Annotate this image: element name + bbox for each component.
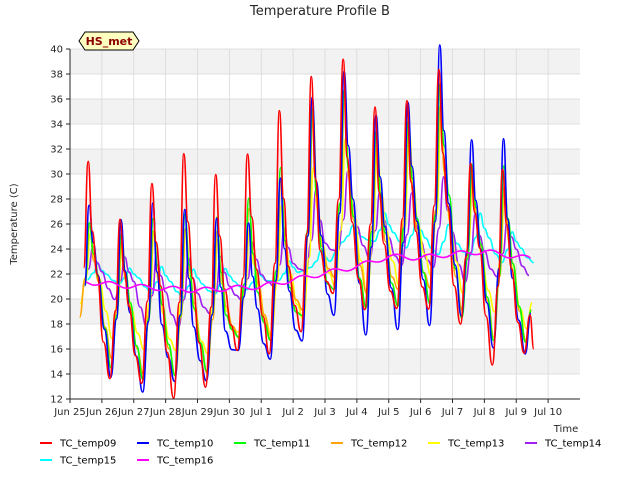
- legend-label: TC_temp12: [350, 439, 407, 450]
- x-tick-label: Jun 27: [117, 407, 150, 418]
- y-axis-label: Temperature (C): [9, 183, 20, 265]
- legend-item-tc_temp13: TC_temp13: [428, 439, 504, 450]
- y-tick-label: 14: [50, 370, 63, 381]
- legend-item-tc_temp16: TC_temp16: [137, 456, 213, 467]
- legend-label: TC_temp10: [156, 439, 213, 450]
- legend-label: TC_temp11: [253, 439, 310, 450]
- y-tick-label: 32: [50, 145, 63, 156]
- legend-label: TC_temp15: [59, 456, 116, 467]
- legend-item-tc_temp10: TC_temp10: [137, 439, 213, 450]
- legend-item-tc_temp14: TC_temp14: [525, 439, 601, 450]
- y-tick-label: 22: [50, 270, 63, 281]
- series-line-tc_temp09: [82, 58, 535, 399]
- series-layer: [78, 44, 535, 399]
- legend-label: TC_temp16: [156, 456, 213, 467]
- x-tick-label: Jul 5: [377, 407, 400, 418]
- y-tick-label: 16: [50, 345, 63, 356]
- x-tick-label: Jul 7: [441, 407, 464, 418]
- site-badge-label: HS_met: [86, 35, 133, 48]
- y-tick-label: 30: [50, 170, 63, 181]
- x-tick-label: Jul 8: [473, 407, 496, 418]
- y-tick-label: 40: [50, 45, 63, 56]
- x-tick-label: Jul 2: [281, 407, 304, 418]
- y-tick-label: 12: [50, 395, 63, 406]
- site-badge: HS_met: [78, 31, 140, 51]
- y-tick-label: 36: [50, 95, 63, 106]
- series-line-tc_temp15: [87, 212, 534, 299]
- y-tick-label: 24: [50, 245, 63, 256]
- legend-item-tc_temp09: TC_temp09: [40, 439, 116, 450]
- legend-label: TC_temp13: [447, 439, 504, 450]
- legend-item-tc_temp15: TC_temp15: [40, 456, 116, 467]
- chart-title: Temperature Profile B: [249, 4, 390, 19]
- x-tick-label: Jul 3: [313, 407, 336, 418]
- x-tick-label: Jun 30: [213, 407, 246, 418]
- x-tick-label: Jun 26: [85, 407, 118, 418]
- x-tick-label: Jul 9: [504, 407, 527, 418]
- y-tick-label: 26: [50, 220, 63, 231]
- series-line-tc_temp16: [85, 249, 531, 294]
- legend-label: TC_temp09: [59, 439, 116, 450]
- y-tick-label: 18: [50, 320, 63, 331]
- y-tick-label: 38: [50, 70, 63, 81]
- x-tick-label: Jun 29: [181, 407, 214, 418]
- y-tick-label: 20: [50, 295, 63, 306]
- x-tick-label: Jul 4: [345, 407, 368, 418]
- x-tick-label: Jun 28: [149, 407, 182, 418]
- legend-item-tc_temp12: TC_temp12: [331, 439, 407, 450]
- x-tick-label: Jun 25: [53, 407, 86, 418]
- legend-label: TC_temp14: [544, 439, 601, 450]
- legend: TC_temp09 TC_temp10 TC_temp11 TC_temp12 TC_t…: [40, 439, 601, 467]
- x-axis-label: Time: [553, 424, 578, 435]
- y-tick-label: 28: [50, 195, 63, 206]
- x-tick-label: Jul 10: [533, 407, 562, 418]
- x-tick-label: Jul 1: [249, 407, 272, 418]
- y-tick-label: 34: [50, 120, 63, 131]
- legend-item-tc_temp11: TC_temp11: [234, 439, 310, 450]
- x-tick-label: Jul 6: [409, 407, 432, 418]
- site-badge-shape: [78, 31, 140, 51]
